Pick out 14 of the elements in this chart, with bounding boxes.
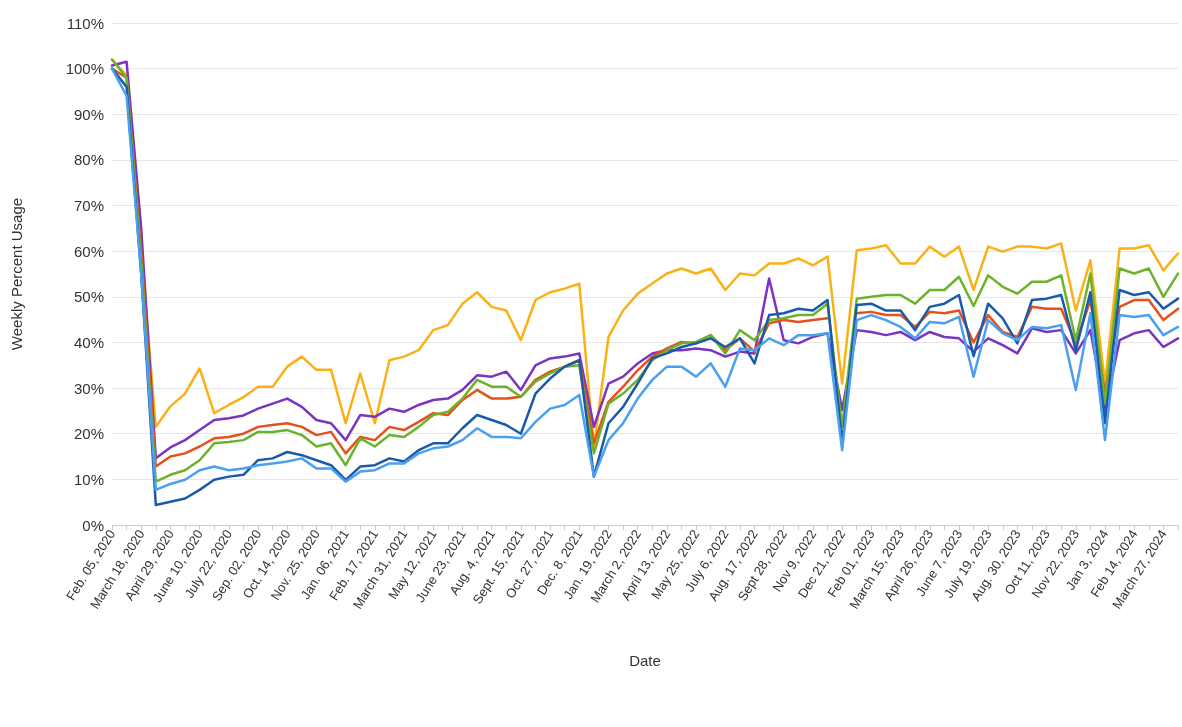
- y-tick-label: 100%: [65, 60, 104, 78]
- y-tick-label: 20%: [73, 425, 104, 443]
- y-tick-label: 90%: [73, 105, 104, 123]
- y-tick-label: 70%: [73, 197, 104, 215]
- y-tick-label: 80%: [73, 151, 104, 169]
- y-tick-label: 40%: [73, 333, 104, 351]
- y-axis-title: Weekly Percent Usage: [8, 197, 25, 351]
- y-tick-label: 30%: [73, 379, 104, 397]
- x-axis-title: Date: [629, 652, 661, 669]
- y-tick-label: 110%: [66, 14, 104, 32]
- y-tick-label: 50%: [73, 288, 104, 306]
- y-tick-label: 0%: [82, 516, 104, 534]
- y-tick-label: 10%: [73, 470, 104, 488]
- y-tick-label: 60%: [73, 242, 104, 260]
